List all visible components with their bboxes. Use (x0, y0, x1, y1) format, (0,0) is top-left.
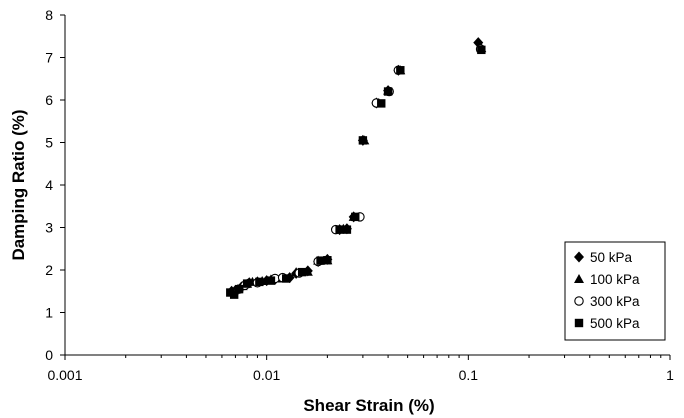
data-point-square (477, 45, 486, 55)
data-point-square (282, 274, 291, 283)
data-point-square (255, 277, 264, 287)
y-tick-label: 1 (45, 305, 53, 321)
data-point-square (316, 256, 325, 265)
x-tick-label: 0.1 (459, 367, 479, 383)
y-tick-label: 3 (45, 220, 53, 236)
data-point-square (297, 267, 307, 277)
data-point-square (229, 290, 239, 299)
legend-label: 500 kPa (590, 316, 640, 331)
y-tick-label: 4 (45, 177, 53, 193)
data-points (226, 37, 487, 299)
x-axis-title: Shear Strain (%) (303, 396, 434, 415)
data-point-square (242, 279, 252, 288)
data-point-square (342, 225, 352, 234)
data-point-square (335, 225, 344, 234)
y-axis-title: Damping Ratio (%) (9, 109, 28, 260)
legend: 50 kPa 100 kPa 300 kPa 500 kPa (564, 241, 666, 341)
data-point-square (383, 87, 393, 96)
y-tick-label: 5 (45, 135, 53, 151)
y-tick-label: 7 (45, 50, 53, 66)
y-tick-label: 2 (45, 262, 53, 278)
legend-label: 300 kPa (590, 294, 640, 309)
x-tick-label: 1 (666, 367, 674, 383)
legend-marker-square (574, 318, 584, 328)
x-axis-ticks: 0.001 0.01 0.1 1 (47, 355, 674, 383)
data-point-square (358, 136, 368, 145)
y-tick-label: 6 (45, 92, 53, 108)
legend-marker-circle (574, 296, 584, 306)
x-tick-label: 0.001 (47, 367, 82, 383)
data-point-square (323, 256, 332, 265)
legend-marker-triangle (574, 274, 584, 283)
y-tick-label: 8 (45, 7, 53, 23)
legend-label: 50 kPa (590, 250, 633, 265)
data-point-square (377, 99, 386, 108)
y-axis-ticks: 0 1 2 3 4 5 6 7 8 (45, 7, 65, 363)
data-point-square (234, 284, 244, 294)
y-tick-label: 0 (45, 347, 53, 363)
data-point-square (266, 276, 276, 285)
x-tick-label: 0.01 (253, 367, 280, 383)
legend-label: 100 kPa (590, 272, 640, 287)
data-point-square (396, 66, 405, 75)
data-point-square (351, 212, 360, 222)
legend-marker-diamond (574, 251, 584, 263)
